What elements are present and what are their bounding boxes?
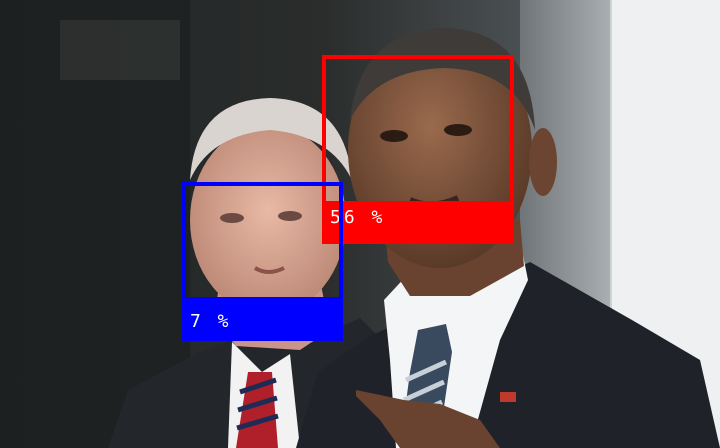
face-box-b [182,182,343,301]
face-confidence-label-b: 7 % [182,299,343,341]
face-box-a [322,55,514,205]
face-confidence-label-a: 56 % [322,203,514,244]
